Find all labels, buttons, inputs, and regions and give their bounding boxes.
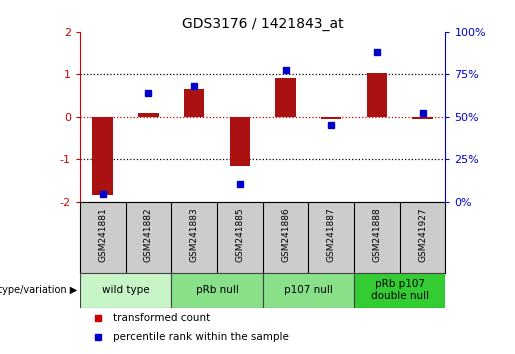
Text: GSM241885: GSM241885 — [235, 207, 244, 262]
Bar — [275, 78, 296, 117]
Bar — [367, 74, 387, 117]
Text: wild type: wild type — [102, 285, 149, 295]
Text: percentile rank within the sample: percentile rank within the sample — [113, 332, 288, 342]
Bar — [230, 117, 250, 166]
Bar — [263, 273, 354, 308]
Title: GDS3176 / 1421843_at: GDS3176 / 1421843_at — [182, 17, 344, 31]
Text: GSM241883: GSM241883 — [190, 207, 199, 262]
Text: genotype/variation ▶: genotype/variation ▶ — [0, 285, 77, 295]
Text: pRb null: pRb null — [196, 285, 238, 295]
Text: p107 null: p107 null — [284, 285, 333, 295]
Bar — [80, 273, 171, 308]
Text: GSM241888: GSM241888 — [372, 207, 382, 262]
Bar — [184, 89, 204, 117]
Bar — [354, 273, 445, 308]
Text: GSM241881: GSM241881 — [98, 207, 107, 262]
Bar — [92, 117, 113, 195]
Text: GSM241886: GSM241886 — [281, 207, 290, 262]
Text: pRb p107
double null: pRb p107 double null — [371, 279, 429, 301]
Text: GSM241927: GSM241927 — [418, 207, 427, 262]
Text: GSM241882: GSM241882 — [144, 207, 153, 262]
Bar — [171, 273, 263, 308]
Bar — [413, 117, 433, 119]
Bar — [321, 117, 341, 119]
Text: GSM241887: GSM241887 — [327, 207, 336, 262]
Text: transformed count: transformed count — [113, 313, 210, 323]
Bar — [138, 113, 159, 117]
